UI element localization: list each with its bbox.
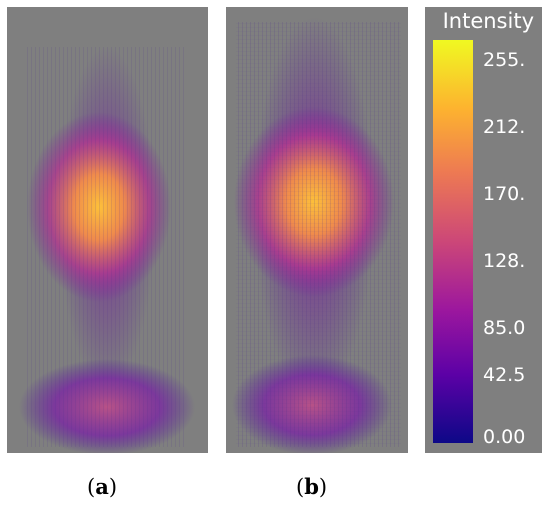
volume-render-panel-a [7,7,208,453]
volume-render-a [19,47,195,453]
colorbar-tick: 42.5 [483,364,526,386]
volume-render-b [232,17,401,453]
colorbar-tick: 0.00 [483,426,526,448]
colorbar-tick: 85.0 [483,317,526,339]
colorbar-title: Intensity [442,9,534,33]
volume-render-panel-b [226,7,408,453]
colorbar: Intensity 255. 212. 170. 128. 85.0 42.5 … [425,7,542,453]
colorbar-gradient [433,40,473,443]
colorbar-tick: 212. [483,116,526,138]
caption-a: (a) [87,474,118,499]
caption-b: (b) [296,474,328,499]
colorbar-tick: 255. [483,49,526,71]
colorbar-tick: 170. [483,183,526,205]
colorbar-tick: 128. [483,250,526,272]
